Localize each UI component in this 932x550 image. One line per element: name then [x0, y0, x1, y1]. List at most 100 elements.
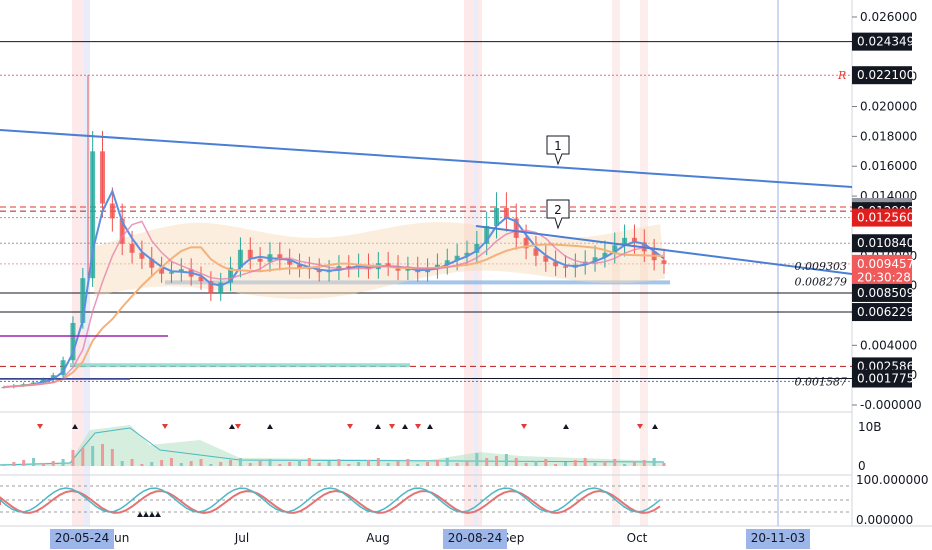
candle-11 [109, 203, 115, 219]
candle-6 [60, 360, 66, 376]
price-tag-5: 0.010840 [857, 236, 914, 250]
price-tag-11: 0.001775 [857, 372, 914, 386]
candle-67 [661, 260, 667, 264]
candle-17 [168, 272, 174, 274]
volume-bar-63 [623, 464, 627, 466]
volume-bar-52 [514, 458, 518, 466]
marker-6 [347, 424, 353, 429]
price-tick-label-0: 0.026000 [860, 10, 917, 24]
volume-bar-24 [238, 458, 242, 466]
candle-series[interactable] [1, 75, 667, 389]
level-labels: 0.009303 0.008279 0.001587 [795, 260, 848, 388]
time-highlight-2-bg [443, 529, 507, 549]
time-highlight-2: 20-08-24 [448, 531, 502, 545]
volume-bar-7 [71, 450, 75, 466]
volume-bar-45 [445, 458, 449, 466]
marker-0 [37, 424, 43, 429]
volume-bar-42 [416, 464, 420, 466]
volume-bar-2 [22, 460, 26, 466]
candle-26 [257, 258, 263, 262]
time-highlight-3: 20-11-03 [751, 531, 805, 545]
trendlines[interactable] [0, 129, 853, 380]
candle-20 [198, 276, 204, 282]
volume-bar-37 [366, 460, 370, 466]
marker-11 [427, 424, 433, 429]
volume-bar-61 [603, 461, 607, 466]
shading-column-1 [84, 0, 90, 526]
price-tag-bg-11 [852, 369, 912, 388]
level-label-2: 0.001587 [795, 375, 848, 388]
volume-bar-20 [199, 459, 203, 466]
callout-2[interactable]: 2 [546, 199, 570, 230]
volume-bar-8 [81, 448, 85, 466]
price-tag-bg-9 [852, 303, 912, 322]
osc-axis-top: 100.000000 [856, 473, 929, 487]
time-axis[interactable]: Jun Jul Aug Sep Oct 20-05-24 20-08-24 20… [50, 529, 810, 549]
horizontal-levels [0, 41, 852, 382]
volume-bar-67 [662, 463, 666, 466]
volume-bar-29 [288, 462, 292, 466]
price-tag-8: 0.008509 [857, 286, 914, 300]
volume-bar-43 [426, 462, 430, 466]
shading-column-5 [640, 0, 648, 526]
volume-bar-62 [613, 459, 617, 466]
osc-axis-zero: 0.000000 [856, 513, 913, 527]
time-highlight-3-bg [746, 529, 810, 549]
volume-bar-44 [435, 460, 439, 466]
trendline-2[interactable] [475, 225, 853, 275]
volume-bar-25 [248, 463, 252, 466]
osc-marker-1 [143, 512, 149, 517]
marker-12 [521, 424, 527, 429]
callout-1[interactable]: 1 [546, 135, 570, 166]
volume-bar-13 [130, 459, 134, 466]
time-highlight-1: 20-05-24 [55, 531, 109, 545]
candle-52 [513, 218, 519, 238]
candle-7 [70, 322, 76, 361]
level-label-1: 0.008279 [795, 275, 848, 288]
osc-marker-0 [137, 512, 143, 517]
candle-47 [464, 252, 470, 256]
marker-5 [267, 424, 273, 429]
volume-bar-18 [179, 463, 183, 466]
volume-bar-64 [632, 462, 636, 466]
volume-bar-9 [91, 446, 95, 466]
candle-23 [228, 267, 234, 283]
volume-bar-27 [268, 459, 272, 466]
price-tag-bg-0 [852, 32, 912, 51]
alert-marker: R [837, 69, 846, 82]
volume-bar-65 [642, 460, 646, 466]
candle-12 [119, 218, 125, 244]
candle-56 [553, 261, 559, 267]
marker-14 [637, 424, 643, 429]
ma-mid [3, 220, 665, 388]
price-tag-bg-5 [852, 234, 912, 253]
callout-2-label: 2 [554, 203, 562, 217]
candle-63 [622, 237, 628, 246]
marker-8 [389, 424, 395, 429]
volume-axis-zero: 0 [858, 459, 866, 473]
price-tag-1: 0.022100 [857, 68, 914, 82]
volume-bar-12 [120, 461, 124, 466]
candle-28 [277, 254, 283, 261]
marker-15 [652, 424, 658, 429]
volume-bar-46 [455, 463, 459, 466]
candle-25 [247, 249, 253, 259]
oscillator-pane [0, 485, 852, 517]
trendline-1[interactable] [0, 129, 853, 188]
marker-3 [229, 424, 235, 429]
candle-18 [178, 269, 184, 273]
candle-45 [444, 260, 450, 265]
time-label-aug: Aug [366, 531, 389, 545]
bollinger-band [90, 222, 665, 300]
price-tag-bg-6 [852, 254, 912, 273]
volume-bar-50 [495, 456, 499, 466]
candle-5 [50, 375, 56, 380]
callout-1-label: 1 [554, 139, 562, 153]
candle-10 [100, 151, 106, 204]
volume-axis-top: 10B [858, 420, 882, 434]
moving-averages [3, 188, 665, 389]
volume-bar-26 [258, 461, 262, 466]
volume-bar-5 [51, 461, 55, 466]
candle-21 [208, 281, 214, 294]
